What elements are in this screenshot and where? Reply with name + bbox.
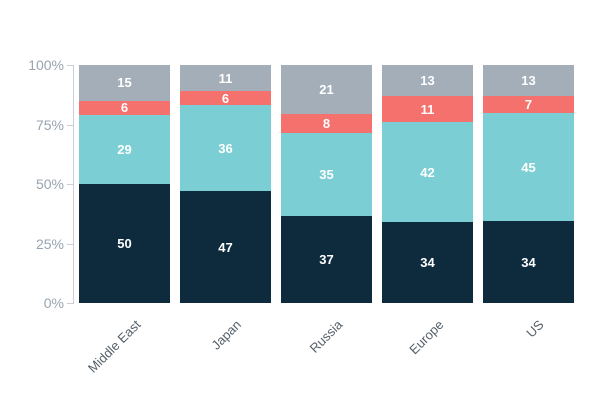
bar-segment-segment-bottom-navy-europe: 34 — [382, 222, 473, 303]
x-category-label-us: US — [523, 317, 548, 341]
y-tick-label: 75% — [35, 116, 64, 133]
bar-segment-segment-coral-japan: 6 — [180, 90, 271, 106]
segment-value-label: 29 — [117, 141, 132, 157]
y-axis-tick — [67, 303, 74, 304]
bar-segment-segment-coral-middle-east: 6 — [79, 100, 170, 116]
x-category-label-middle-east: Middle East — [84, 317, 144, 376]
y-axis-tick — [67, 184, 74, 185]
y-tick-label: 0% — [43, 295, 64, 311]
segment-value-label: 47 — [218, 239, 233, 255]
bar-segment-segment-top-gray-russia: 21 — [281, 65, 372, 115]
bar-segment-segment-bottom-navy-japan: 47 — [180, 191, 271, 303]
bar-segment-segment-top-gray-europe: 13 — [382, 65, 473, 96]
segment-value-label: 42 — [420, 164, 435, 180]
segment-value-label: 7 — [524, 97, 533, 113]
segment-value-label: 13 — [521, 73, 536, 89]
segment-value-label: 34 — [420, 255, 435, 271]
segment-value-label: 34 — [521, 254, 536, 270]
x-category-label-japan: Japan — [208, 317, 245, 353]
y-tick-label: 25% — [35, 235, 64, 252]
bar-segment-segment-bottom-navy-middle-east: 50 — [79, 184, 170, 303]
segment-value-label: 45 — [521, 159, 536, 175]
y-tick-label: 100% — [28, 57, 64, 73]
x-category-label-russia: Russia — [306, 317, 346, 356]
bar-segment-segment-teal-us: 45 — [483, 113, 574, 222]
segment-value-label: 6 — [120, 100, 129, 116]
bar-segment-segment-teal-japan: 36 — [180, 105, 271, 192]
segment-value-label: 35 — [319, 167, 334, 183]
bar-segment-segment-top-gray-middle-east: 15 — [79, 65, 170, 101]
y-axis-tick — [67, 124, 74, 126]
bar-segment-segment-coral-europe: 11 — [382, 95, 473, 123]
segment-value-label: 37 — [319, 251, 334, 267]
segment-value-label: 11 — [218, 70, 233, 86]
segment-value-label: 15 — [117, 75, 132, 91]
segment-value-label: 11 — [420, 101, 435, 117]
segment-value-label: 6 — [221, 90, 230, 106]
x-category-label-europe: Europe — [405, 317, 447, 358]
y-tick-label: 50% — [35, 176, 64, 192]
bar-segment-segment-teal-middle-east: 29 — [79, 114, 170, 184]
y-axis-tick — [67, 243, 74, 245]
bar-segment-segment-teal-russia: 35 — [281, 133, 372, 216]
bar-segment-segment-coral-us: 7 — [483, 96, 574, 114]
bar-segment-segment-top-gray-us: 13 — [483, 65, 574, 97]
segment-value-label: 36 — [218, 140, 233, 156]
bar-segment-segment-top-gray-japan: 11 — [180, 65, 271, 92]
bar-segment-segment-bottom-navy-russia: 37 — [281, 215, 372, 303]
bar-segment-segment-bottom-navy-us: 34 — [483, 221, 574, 303]
segment-value-label: 21 — [319, 82, 334, 98]
segment-value-label: 13 — [420, 72, 435, 88]
segment-value-label: 50 — [117, 236, 132, 251]
bar-segment-segment-teal-europe: 42 — [382, 122, 473, 223]
bar-segment-segment-coral-russia: 8 — [281, 114, 372, 134]
segment-value-label: 8 — [322, 116, 331, 132]
y-axis-tick — [67, 65, 74, 66]
